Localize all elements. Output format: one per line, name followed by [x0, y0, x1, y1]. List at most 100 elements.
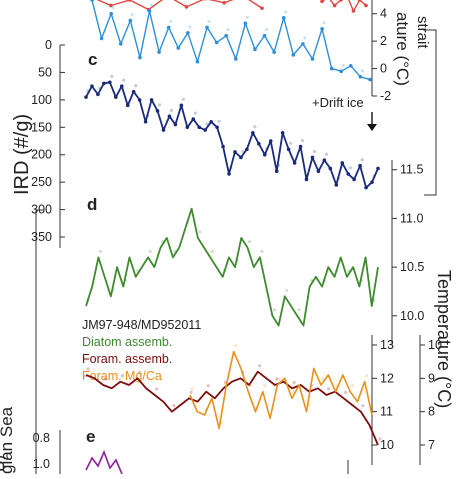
- top-right-axis-ticklabel-2: 0: [380, 62, 387, 76]
- bottom-left-fragment: B): [0, 455, 8, 472]
- top-series-red-a-point-2: [128, 0, 132, 2]
- top-series-blue-point-18: [263, 34, 267, 38]
- ird-series-point-43: [340, 161, 344, 165]
- diatom-axis-ticklabel-3: 10.0: [400, 309, 424, 323]
- diatom-series-line: [86, 209, 378, 326]
- diatom-series-raw-44: [360, 279, 363, 282]
- ird-series-point-2: [96, 93, 100, 97]
- foram-assemb-series-raw-30: [344, 391, 347, 394]
- top-series-red-b-point-0: [320, 0, 324, 3]
- ird-series-raw-14: [170, 109, 173, 112]
- top-series-blue-point-2: [109, 12, 113, 16]
- top-series-blue-point-8: [167, 26, 171, 30]
- ird-series-point-49: [376, 167, 380, 171]
- ird-series-point-4: [108, 81, 112, 85]
- top-series-red-b-point-5: [352, 9, 356, 13]
- top-series-blue-point-0: [90, 0, 94, 2]
- ird-series-point-40: [323, 158, 327, 162]
- diatom-series-raw-36: [310, 279, 313, 282]
- ird-series-point-32: [275, 169, 279, 173]
- foram-mgca-axis-ticklabel-1: 9: [428, 371, 435, 385]
- ird-series-raw-26: [241, 150, 244, 153]
- diatom-series-raw-28: [260, 250, 263, 253]
- foram-mgca-series-raw-22: [351, 384, 354, 387]
- ird-series-point-27: [245, 147, 249, 151]
- foram-assemb-series-raw-2: [104, 377, 107, 380]
- top-series-blue-point-26: [339, 70, 343, 74]
- foram-assemb-axis-ticklabel-1: 12: [380, 371, 394, 385]
- diatom-series-raw-20: [211, 250, 214, 253]
- ird-series-point-36: [299, 145, 303, 149]
- foram-mgca-axis-ticklabel-2: 8: [428, 405, 435, 419]
- diatom-series-raw-16: [186, 221, 189, 224]
- ird-series-point-44: [346, 172, 350, 176]
- ird-series-raw-36: [301, 139, 304, 142]
- ird-series-raw-10: [146, 114, 149, 117]
- top-series-blue-point-3: [119, 42, 123, 46]
- ird-series-point-47: [364, 186, 368, 190]
- diatom-series-raw-10: [149, 250, 152, 253]
- diatom-series-raw-0: [86, 298, 89, 301]
- foram-assemb-axis-ticklabel-0: 13: [380, 338, 394, 352]
- ird-series-point-24: [227, 172, 231, 176]
- ird-ticklabel-5: 250: [31, 175, 52, 189]
- top-series-blue-raw-28: [361, 69, 364, 72]
- ird-series-point-14: [168, 115, 172, 119]
- top-series-blue-raw-22: [303, 36, 306, 39]
- ird-series-raw-8: [134, 84, 137, 87]
- ird-series-point-31: [269, 139, 273, 143]
- top-series-red-a-point-5: [185, 5, 189, 9]
- diatom-series-raw-4: [111, 289, 114, 292]
- diatom-series-raw-22: [223, 269, 226, 272]
- ird-series-point-8: [132, 90, 136, 94]
- ird-series-point-30: [263, 153, 267, 157]
- diatom-series-raw-32: [285, 289, 288, 292]
- foram-mgca-series-raw-24: [365, 374, 368, 377]
- panel-e-tick-0: 0.8: [33, 431, 50, 445]
- top-series-red-a-point-7: [222, 1, 226, 5]
- foram-assemb-series-raw-20: [258, 364, 261, 367]
- foram-assemb-axis-ticklabel-2: 11: [380, 405, 393, 419]
- ird-series-point-15: [174, 123, 178, 127]
- ird-series-point-41: [329, 167, 333, 171]
- foram-mgca-series-raw-16: [307, 404, 310, 407]
- top-series-blue-raw-10: [188, 25, 191, 28]
- foram-mgca-axis-ticklabel-3: 7: [428, 438, 435, 452]
- top-series-blue-point-28: [359, 75, 363, 79]
- legend-foram-assemb: Foram. assemb.: [82, 352, 172, 366]
- foram-mgca-series-raw-14: [292, 391, 295, 394]
- foram-mgca-series-raw-6: [234, 344, 237, 347]
- top-axis-label: ature (°C): [393, 12, 412, 86]
- ird-series-point-19: [197, 125, 201, 129]
- foram-mgca-series-raw-10: [263, 384, 266, 387]
- left-axis-label: IRD (#/g): [11, 114, 33, 195]
- diatom-series-raw-26: [248, 240, 251, 243]
- drift-ice-label: +Drift ice: [312, 95, 364, 110]
- foram-assemb-series-raw-34: [378, 437, 381, 440]
- diatom-series-raw-34: [298, 308, 301, 311]
- label-strait: strait: [414, 16, 431, 49]
- foram-assemb-series-raw-24: [293, 381, 296, 384]
- ird-series-point-23: [221, 145, 225, 149]
- top-series-blue-point-13: [215, 41, 219, 45]
- ird-series-point-25: [233, 150, 237, 154]
- drift-ice-arrow-head: [367, 124, 377, 131]
- ird-series-raw-46: [361, 158, 364, 161]
- top-series-blue-raw-16: [246, 16, 249, 19]
- foram-assemb-series-raw-28: [327, 387, 330, 390]
- panel-d-label: d: [87, 195, 97, 214]
- panel-e-tick-1: 1.0: [33, 457, 50, 471]
- foram-mgca-series-raw-20: [336, 384, 339, 387]
- ird-series-point-10: [144, 120, 148, 124]
- top-series-blue-point-7: [157, 50, 161, 54]
- ird-series-point-42: [334, 183, 338, 187]
- ird-series-raw-0: [86, 90, 89, 93]
- diatom-series-raw-40: [335, 269, 338, 272]
- top-series-blue-point-17: [253, 48, 257, 52]
- ird-series-raw-32: [277, 164, 280, 167]
- ird-series-raw-34: [289, 142, 292, 145]
- top-series-blue-line: [92, 0, 370, 80]
- top-series-blue-raw-12: [207, 20, 210, 23]
- ird-series-raw-16: [182, 98, 185, 101]
